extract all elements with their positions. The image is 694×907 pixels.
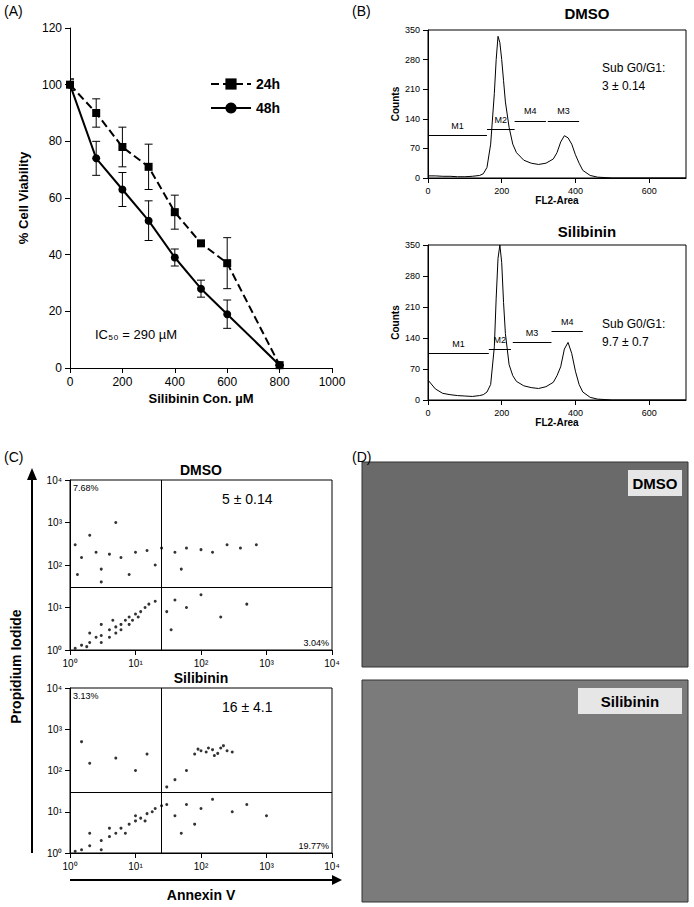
svg-text:400: 400 xyxy=(165,375,185,389)
svg-text:DMSO: DMSO xyxy=(633,475,678,492)
svg-text:10¹: 10¹ xyxy=(128,861,143,872)
svg-text:Silibinin: Silibinin xyxy=(174,670,228,686)
svg-text:10³: 10³ xyxy=(48,724,63,735)
svg-text:200: 200 xyxy=(112,375,132,389)
svg-text:600: 600 xyxy=(217,375,237,389)
svg-text:10⁴: 10⁴ xyxy=(324,658,339,669)
svg-text:140: 140 xyxy=(405,333,420,343)
svg-text:19.77%: 19.77% xyxy=(298,841,329,851)
svg-text:70: 70 xyxy=(410,364,420,374)
svg-text:600: 600 xyxy=(642,186,657,196)
svg-text:60: 60 xyxy=(49,191,63,205)
svg-text:120: 120 xyxy=(42,21,62,35)
svg-text:5 ± 0.14: 5 ± 0.14 xyxy=(222,491,273,507)
svg-text:M2: M2 xyxy=(495,115,508,125)
svg-text:(A): (A) xyxy=(4,3,23,19)
svg-text:400: 400 xyxy=(568,186,583,196)
svg-text:M3: M3 xyxy=(557,106,570,116)
svg-text:0: 0 xyxy=(425,408,430,418)
svg-text:Propidium Iodide: Propidium Iodide xyxy=(8,609,24,724)
svg-text:350: 350 xyxy=(405,240,420,250)
svg-text:IC₅₀ = 290 µM: IC₅₀ = 290 µM xyxy=(95,327,177,342)
svg-text:80: 80 xyxy=(49,134,63,148)
svg-text:3.04%: 3.04% xyxy=(303,638,329,648)
svg-text:20: 20 xyxy=(49,304,63,318)
svg-text:10⁴: 10⁴ xyxy=(47,475,62,486)
svg-text:200: 200 xyxy=(494,408,509,418)
svg-text:Annexin V: Annexin V xyxy=(167,887,236,903)
svg-text:10¹: 10¹ xyxy=(48,602,63,613)
svg-text:800: 800 xyxy=(270,375,290,389)
svg-text:10¹: 10¹ xyxy=(128,658,143,669)
svg-text:(C): (C) xyxy=(4,449,23,465)
svg-text:M2: M2 xyxy=(494,335,507,345)
svg-text:7.68%: 7.68% xyxy=(73,483,99,493)
svg-text:Sub G0/G1:: Sub G0/G1: xyxy=(602,61,665,75)
svg-text:Counts: Counts xyxy=(390,86,401,121)
svg-text:10³: 10³ xyxy=(48,517,63,528)
svg-text:Silibinin: Silibinin xyxy=(601,693,659,710)
svg-text:FL2-Area: FL2-Area xyxy=(535,195,579,206)
svg-text:3 ± 0.14: 3 ± 0.14 xyxy=(602,79,646,93)
svg-text:24h: 24h xyxy=(256,76,280,92)
svg-text:DMSO: DMSO xyxy=(565,5,610,22)
svg-text:1000: 1000 xyxy=(319,375,346,389)
svg-text:40: 40 xyxy=(49,248,63,262)
svg-text:(B): (B) xyxy=(352,3,371,19)
svg-text:10⁰: 10⁰ xyxy=(47,645,62,656)
svg-text:10³: 10³ xyxy=(259,861,274,872)
svg-text:200: 200 xyxy=(494,186,509,196)
svg-text:0: 0 xyxy=(55,361,62,375)
svg-text:10²: 10² xyxy=(48,765,63,776)
svg-text:0: 0 xyxy=(415,395,420,405)
svg-text:210: 210 xyxy=(405,302,420,312)
svg-text:M1: M1 xyxy=(452,339,465,349)
svg-text:350: 350 xyxy=(405,25,420,35)
svg-text:100: 100 xyxy=(42,78,62,92)
svg-text:M4: M4 xyxy=(561,317,574,327)
svg-text:9.7 ± 0.7: 9.7 ± 0.7 xyxy=(602,335,649,349)
svg-text:600: 600 xyxy=(642,408,657,418)
svg-text:280: 280 xyxy=(405,271,420,281)
svg-text:0: 0 xyxy=(425,186,430,196)
svg-text:16 ± 4.1: 16 ± 4.1 xyxy=(222,699,273,715)
svg-text:Sub G0/G1:: Sub G0/G1: xyxy=(602,317,665,331)
svg-text:10⁴: 10⁴ xyxy=(47,683,62,694)
svg-text:10²: 10² xyxy=(48,560,63,571)
svg-text:DMSO: DMSO xyxy=(180,462,222,478)
svg-text:10⁰: 10⁰ xyxy=(62,861,77,872)
svg-text:48h: 48h xyxy=(256,100,280,116)
svg-text:400: 400 xyxy=(568,408,583,418)
svg-text:70: 70 xyxy=(410,143,420,153)
svg-text:% Cell Viability: % Cell Viability xyxy=(16,151,31,244)
svg-text:3.13%: 3.13% xyxy=(73,691,99,701)
svg-text:210: 210 xyxy=(405,84,420,94)
svg-text:Silibinin: Silibinin xyxy=(558,223,616,240)
svg-text:M1: M1 xyxy=(451,121,464,131)
svg-text:10⁰: 10⁰ xyxy=(62,658,77,669)
svg-text:10⁴: 10⁴ xyxy=(324,861,339,872)
svg-text:10²: 10² xyxy=(194,861,209,872)
svg-text:Silibinin Con. µM: Silibinin Con. µM xyxy=(149,391,254,406)
svg-text:(D): (D) xyxy=(352,449,371,465)
svg-text:FL2-Area: FL2-Area xyxy=(535,417,579,428)
svg-text:10¹: 10¹ xyxy=(48,806,63,817)
svg-text:0: 0 xyxy=(415,173,420,183)
svg-text:M4: M4 xyxy=(524,106,537,116)
svg-text:M3: M3 xyxy=(526,328,539,338)
svg-text:10⁰: 10⁰ xyxy=(47,848,62,859)
svg-text:10²: 10² xyxy=(194,658,209,669)
svg-text:Counts: Counts xyxy=(390,305,401,340)
svg-text:140: 140 xyxy=(405,114,420,124)
svg-text:10³: 10³ xyxy=(259,658,274,669)
svg-text:0: 0 xyxy=(67,375,74,389)
svg-text:280: 280 xyxy=(405,55,420,65)
